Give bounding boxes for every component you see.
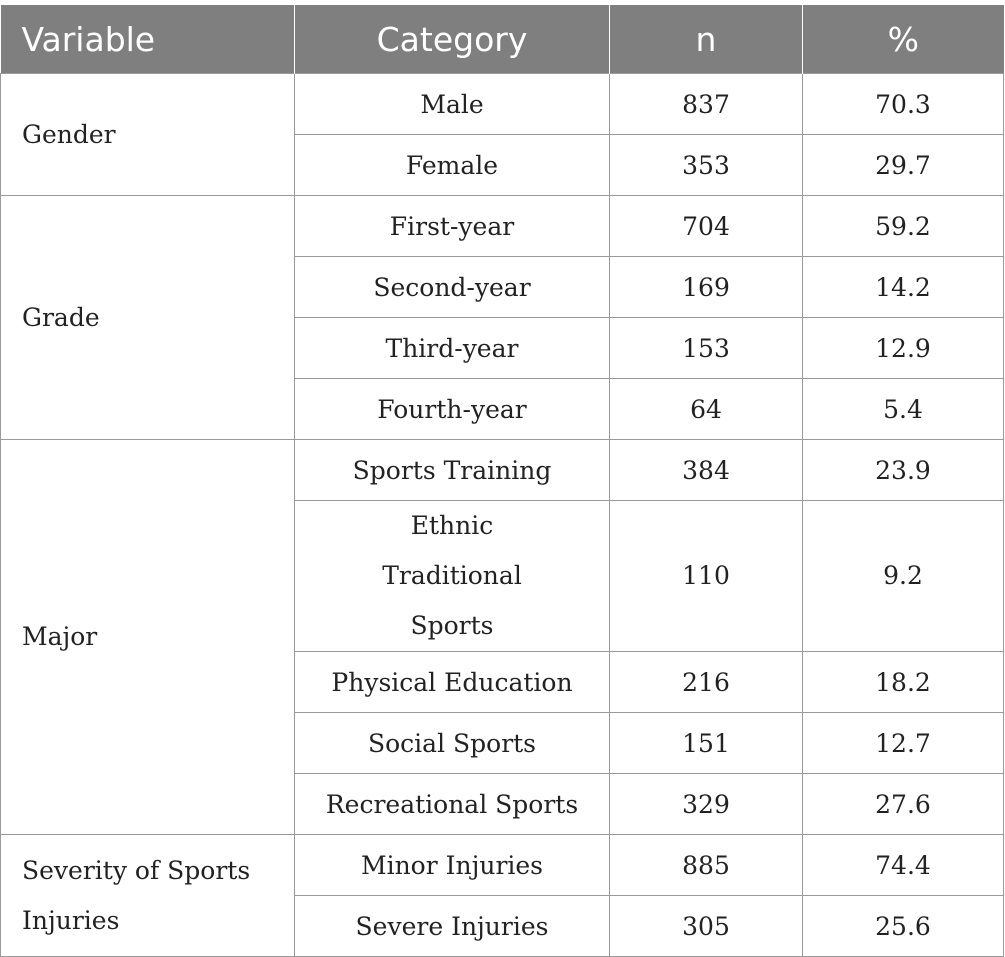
n-cell: 216 <box>609 651 803 713</box>
category-cell: Second-year <box>294 256 610 318</box>
category-text: Ethnic Traditional Sports <box>382 511 522 640</box>
percent-cell: 12.7 <box>802 712 1004 774</box>
n-cell: 704 <box>609 195 803 257</box>
header-variable: Variable <box>0 5 295 74</box>
n-cell: 110 <box>609 500 803 652</box>
variable-cell-major: Major <box>0 439 295 835</box>
n-cell: 885 <box>609 834 803 896</box>
percent-cell: 25.6 <box>802 895 1004 957</box>
variable-cell-gender: Gender <box>0 73 295 196</box>
table-row: Grade First-year 704 59.2 <box>0 195 1004 440</box>
header-row: Variable Category n % <box>0 5 1004 74</box>
category-cell: Ethnic Traditional Sports <box>294 500 610 652</box>
percent-cell: 14.2 <box>802 256 1004 318</box>
n-cell: 153 <box>609 317 803 379</box>
header-n: n <box>609 5 803 74</box>
category-cell: First-year <box>294 195 610 257</box>
n-cell: 329 <box>609 773 803 835</box>
category-cell: Male <box>294 73 610 135</box>
percent-cell: 74.4 <box>802 834 1004 896</box>
category-cell: Sports Training <box>294 439 610 501</box>
category-cell: Female <box>294 134 610 196</box>
table-row: Gender Male 837 70.3 <box>0 73 1004 196</box>
n-cell: 169 <box>609 256 803 318</box>
percent-cell: 18.2 <box>802 651 1004 713</box>
percent-cell: 12.9 <box>802 317 1004 379</box>
percent-cell: 9.2 <box>802 500 1004 652</box>
n-cell: 837 <box>609 73 803 135</box>
table-row: Ethnic Traditional Sports 110 9.2 <box>1 500 1004 652</box>
category-cell: Severe Injuries <box>294 895 610 957</box>
category-cell: Social Sports <box>294 712 610 774</box>
demographics-table: Variable Category n % Gender Male 837 70… <box>0 5 1004 957</box>
table-body: Gender Male 837 70.3 Female 353 29.7 Gra… <box>0 73 1004 957</box>
percent-cell: 23.9 <box>802 439 1004 501</box>
percent-cell: 5.4 <box>802 378 1004 440</box>
table-row: Recreational Sports 329 27.6 <box>1 773 1004 835</box>
percent-cell: 29.7 <box>802 134 1004 196</box>
table-row: Major Sports Training 384 23.9 <box>0 439 1004 835</box>
category-cell: Third-year <box>294 317 610 379</box>
n-cell: 151 <box>609 712 803 774</box>
variable-cell-grade: Grade <box>0 195 295 440</box>
n-cell: 384 <box>609 439 803 501</box>
percent-cell: 59.2 <box>802 195 1004 257</box>
table-header: Variable Category n % <box>0 5 1004 74</box>
table-row: Social Sports 151 12.7 <box>1 712 1004 774</box>
table-row: Fourth-year 64 5.4 <box>1 378 1004 440</box>
category-cell: Physical Education <box>294 651 610 713</box>
percent-cell: 27.6 <box>802 773 1004 835</box>
header-category: Category <box>294 5 610 74</box>
table-row: Severity of Sports Injuries Minor Injuri… <box>0 834 1004 957</box>
table-row: Female 353 29.7 <box>1 134 1004 196</box>
variable-cell-severity: Severity of Sports Injuries <box>0 834 295 957</box>
category-cell: Minor Injuries <box>294 834 610 896</box>
category-cell: Recreational Sports <box>294 773 610 835</box>
n-cell: 64 <box>609 378 803 440</box>
n-cell: 305 <box>609 895 803 957</box>
table-row: Physical Education 216 18.2 <box>1 651 1004 713</box>
percent-cell: 70.3 <box>802 73 1004 135</box>
category-cell: Fourth-year <box>294 378 610 440</box>
n-cell: 353 <box>609 134 803 196</box>
header-percent: % <box>802 5 1004 74</box>
